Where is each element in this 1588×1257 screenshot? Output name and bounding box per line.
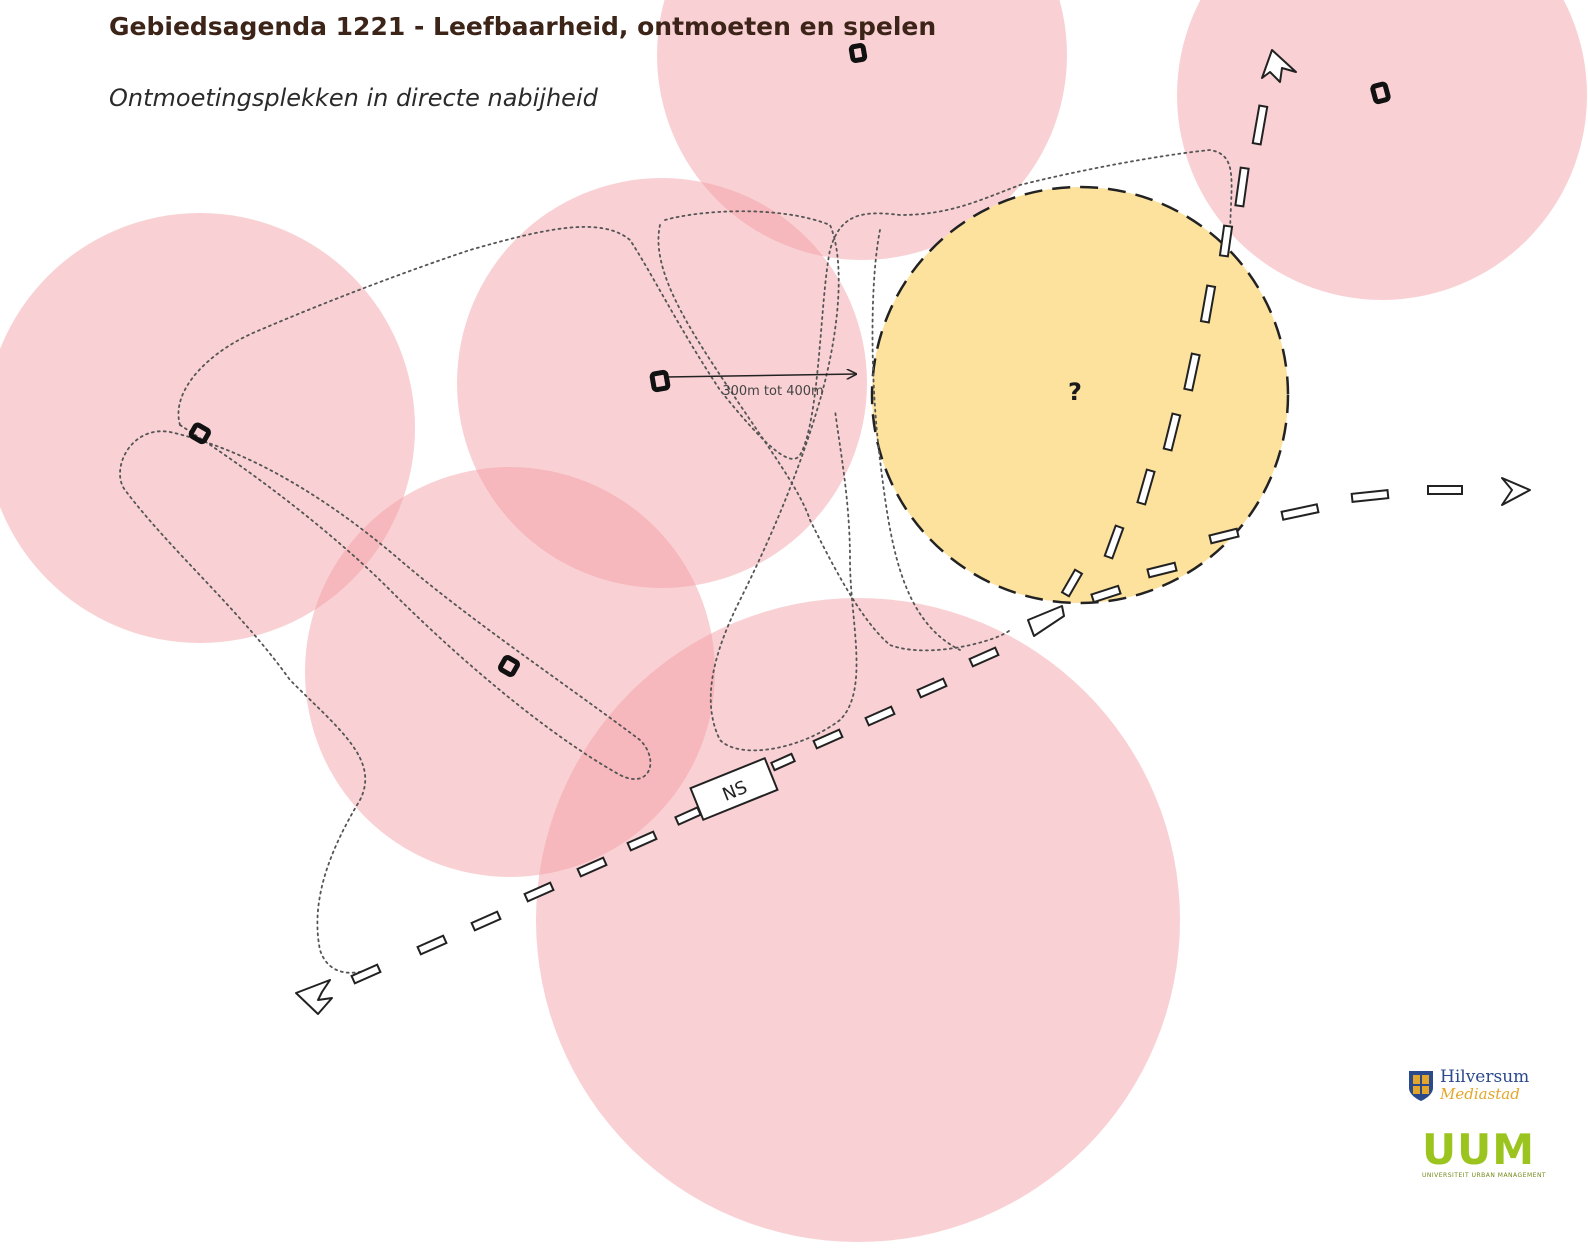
station: NS	[689, 756, 779, 822]
station-box	[689, 756, 779, 822]
radius-circle-bottom	[536, 598, 1180, 1242]
arrow-east-icon	[1501, 477, 1531, 506]
radius-circle-top-right	[1177, 0, 1587, 300]
meeting-point-icon	[188, 422, 211, 445]
unknown-zone	[870, 185, 1290, 605]
route-center-loop	[664, 210, 858, 752]
hilversum-logo-line2: Mediastad	[1440, 1085, 1520, 1103]
route-left-loop	[119, 424, 652, 974]
hilversum-logo-line1: Hilversum	[1440, 1067, 1530, 1087]
route-outer-loop	[177, 149, 1233, 460]
radius-circle-top	[657, 0, 1067, 260]
route-right-loop	[657, 224, 1011, 652]
page-title: Gebiedsagenda 1221 - Leefbaarheid, ontmo…	[109, 12, 937, 41]
hilversum-logo: Hilversum Mediastad	[1408, 1067, 1548, 1109]
meeting-point-icon	[1370, 81, 1391, 105]
arrow-north-icon	[1261, 49, 1297, 83]
rail-segments-north	[1060, 104, 1269, 598]
page-subtitle: Ontmoetingsplekken in directe nabijheid	[109, 84, 598, 112]
distance-line	[665, 374, 856, 377]
arrow-station-icon	[1027, 605, 1065, 637]
route-east-arc	[871, 229, 961, 651]
unknown-zone-label: ?	[1068, 378, 1082, 406]
hilversum-shield-icon	[1409, 1071, 1433, 1101]
rail-segments-sw	[350, 646, 1000, 985]
distance-label: 300m tot 400m	[722, 384, 823, 399]
uum-logo-letters: UUM	[1422, 1125, 1536, 1174]
dotted-routes	[119, 149, 1233, 974]
radius-circle-center	[457, 178, 867, 588]
meeting-point-icon	[848, 43, 868, 63]
meeting-points	[188, 43, 1391, 677]
meeting-point-icon	[649, 369, 671, 393]
arrow-southwest-icon	[295, 979, 333, 1015]
direction-arrows	[295, 49, 1531, 1015]
uum-logo: UUM UNIVERSITEIT URBAN MANAGEMENT	[1422, 1125, 1547, 1188]
meeting-point-icon	[498, 655, 520, 677]
rail-track	[350, 104, 1463, 985]
uum-logo-tagline: UNIVERSITEIT URBAN MANAGEMENT	[1422, 1172, 1547, 1179]
distance-measure: 300m tot 400m	[665, 374, 856, 399]
rail-segments-east	[1090, 485, 1463, 604]
